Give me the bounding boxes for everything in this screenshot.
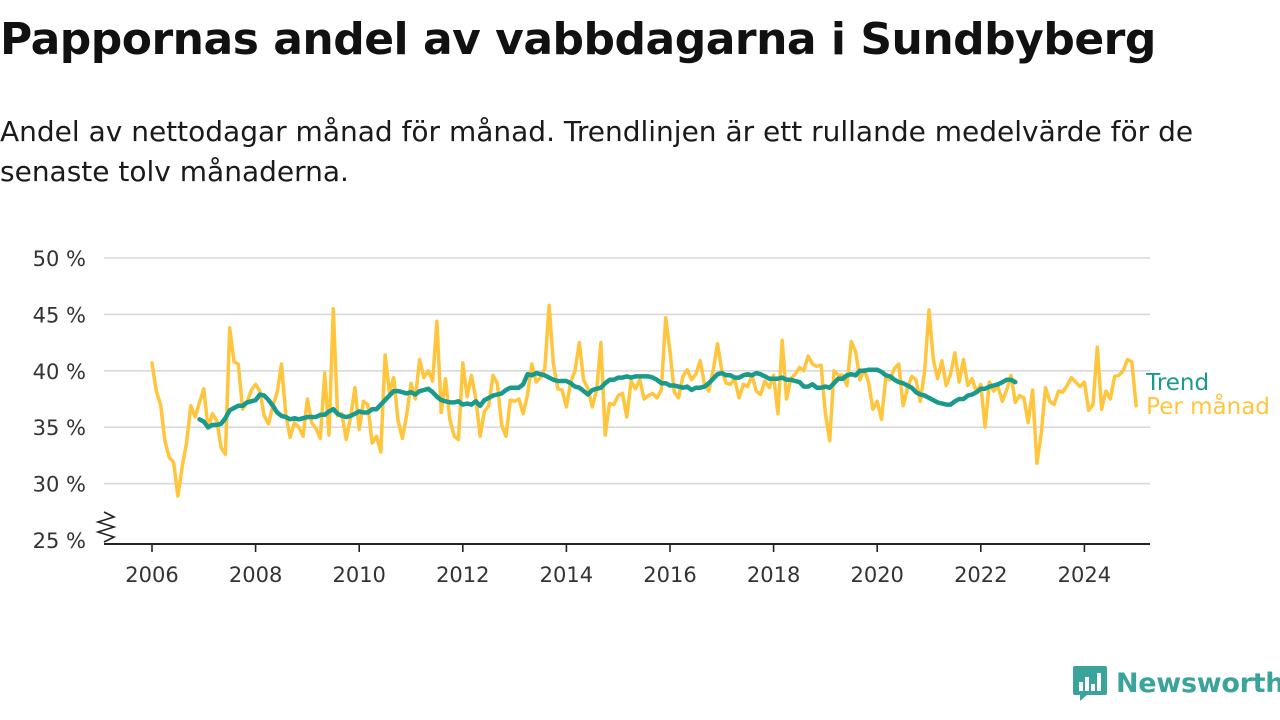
y-tick-label: 25 % bbox=[33, 529, 86, 553]
trend-line bbox=[197, 367, 1018, 430]
bar-chart-speech-bubble-icon bbox=[1073, 666, 1107, 701]
series-lines bbox=[150, 303, 1138, 498]
y-tick-label: 40 % bbox=[33, 360, 86, 384]
y-tick-label: 30 % bbox=[33, 473, 86, 497]
y-axis-break bbox=[95, 511, 117, 543]
chart-subtitle: Andel av nettodagar månad för månad. Tre… bbox=[0, 115, 1194, 188]
brand-name: Newsworthy bbox=[1116, 667, 1280, 699]
x-tick-label: 2014 bbox=[540, 563, 593, 587]
x-tick-label: 2016 bbox=[643, 563, 696, 587]
x-tick-label: 2006 bbox=[125, 563, 178, 587]
monthly-label: Per månad bbox=[1146, 392, 1270, 420]
y-tick-label: 50 % bbox=[33, 247, 86, 271]
grid-lines bbox=[104, 257, 1150, 485]
x-tick-label: 2024 bbox=[1058, 563, 1111, 587]
trend-label: Trend bbox=[1145, 370, 1209, 396]
x-tick-label: 2020 bbox=[850, 563, 903, 587]
y-axis-ticks: 25 % 30 % 35 % 40 % 45 % 50 % bbox=[33, 247, 86, 553]
y-tick-label: 35 % bbox=[33, 416, 86, 440]
line-chart: 25 % 30 % 35 % 40 % 45 % 50 % 2006 2008 2010 201… bbox=[33, 247, 1270, 587]
x-tick-label: 2022 bbox=[954, 563, 1007, 587]
monthly-line bbox=[150, 303, 1138, 498]
x-tick-label: 2008 bbox=[229, 563, 282, 587]
chart-title: Pappornas andel av vabbdagarna i Sundbyb… bbox=[0, 14, 1156, 65]
y-tick-label: 45 % bbox=[33, 303, 86, 327]
x-tick-label: 2010 bbox=[332, 563, 385, 587]
x-tick-label: 2018 bbox=[747, 563, 800, 587]
axis-break-zigzag bbox=[95, 511, 117, 543]
x-tick-label: 2012 bbox=[436, 563, 489, 587]
x-axis-ticks: 2006 2008 2010 2012 2014 2016 2018 2020 2022 2024 bbox=[125, 544, 1111, 587]
brand-logo: Newsworthy bbox=[1072, 664, 1280, 702]
